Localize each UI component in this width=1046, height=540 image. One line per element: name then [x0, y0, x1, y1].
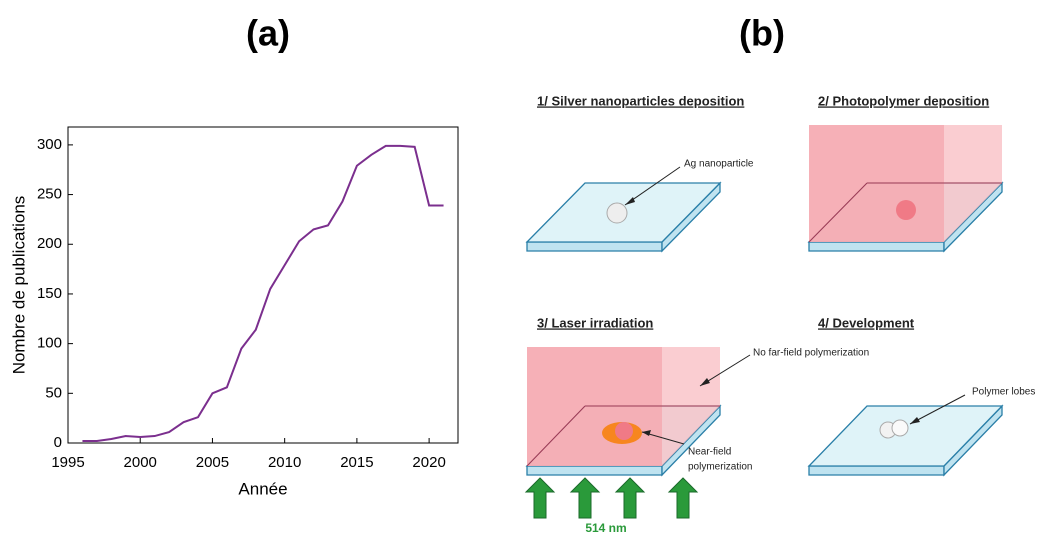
- step-title: 2/ Photopolymer deposition: [818, 93, 989, 108]
- annotation: Polymer lobes: [972, 387, 1035, 398]
- y-tick-label: 100: [37, 335, 62, 352]
- step-4: [807, 394, 1004, 477]
- step-title: 3/ Laser irradiation: [537, 315, 653, 330]
- x-tick-label: 2000: [124, 454, 157, 471]
- y-tick-label: 0: [54, 434, 62, 451]
- x-tick-label: 2020: [412, 454, 445, 471]
- x-axis-label: Année: [238, 479, 287, 498]
- step-1: [525, 166, 722, 253]
- y-axis-label: Nombre de publications: [9, 196, 28, 375]
- annotation: polymerization: [688, 462, 752, 473]
- line-series: [82, 144, 444, 443]
- y-tick-label: 50: [45, 384, 62, 401]
- annotation: No far-field polymerization: [753, 348, 869, 359]
- step-title: 1/ Silver nanoparticles deposition: [537, 93, 744, 108]
- annotation: Near-field: [688, 447, 731, 458]
- step-3: [524, 347, 751, 519]
- x-tick-label: 1995: [51, 454, 84, 471]
- step-2: [807, 125, 1004, 253]
- plot-frame: [67, 126, 459, 444]
- step-title: 4/ Development: [818, 315, 915, 330]
- panel-label: (b): [739, 13, 785, 54]
- y-tick-label: 150: [37, 285, 62, 302]
- x-tick-label: 2005: [196, 454, 229, 471]
- y-tick-label: 200: [37, 235, 62, 252]
- panel-label: (a): [246, 13, 290, 54]
- x-tick-label: 2010: [268, 454, 301, 471]
- annotation: Ag nanoparticle: [684, 159, 754, 170]
- y-tick-label: 250: [37, 186, 62, 203]
- wavelength: 514 nm: [585, 521, 626, 535]
- y-tick-label: 300: [37, 136, 62, 153]
- x-tick-label: 2015: [340, 454, 373, 471]
